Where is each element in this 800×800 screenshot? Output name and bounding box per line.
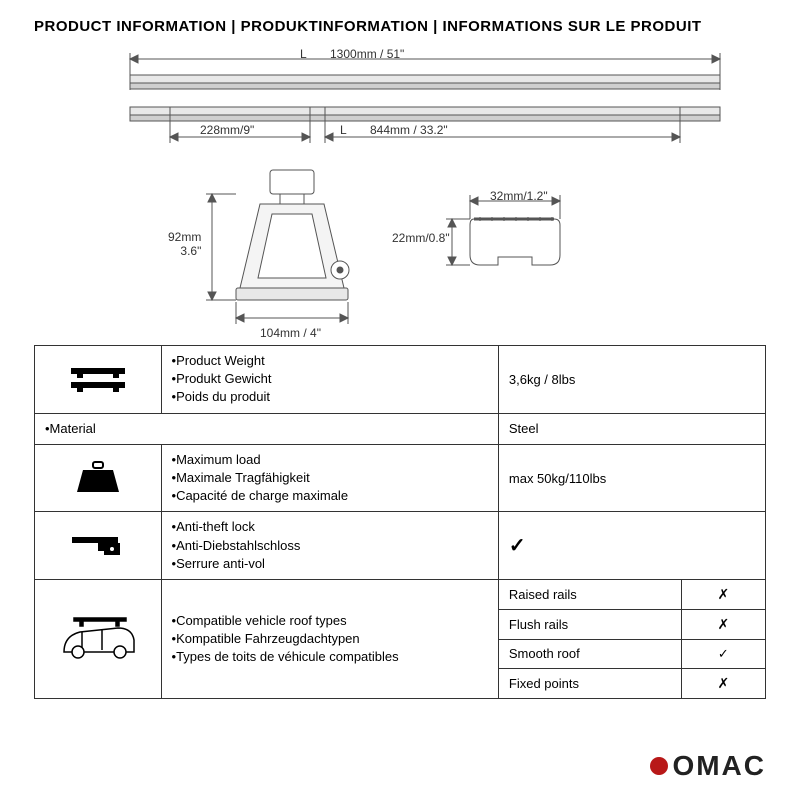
row-labels: •Anti-theft lock •Anti-Diebstahlschloss … [161,512,498,580]
subrow-value: ✗ [681,579,765,609]
dim-foot-height: 92mm 3.6" [168,230,201,258]
dim-foot-width: 104mm / 4" [260,326,321,340]
page-title: PRODUCT INFORMATION | PRODUKTINFORMATION… [0,0,800,45]
row-labels: •Maximum load •Maximale Tragfähigkeit •C… [161,444,498,512]
dim-profile-height: 22mm/0.8" [392,231,450,245]
subrow-label: Raised rails [498,579,681,609]
spec-table: •Product Weight •Produkt Gewicht •Poids … [34,345,766,699]
brand-logo: OMAC [650,750,766,782]
bars-icon [35,346,162,414]
row-labels: •Compatible vehicle roof types •Kompatib… [161,579,498,698]
dim-partial-left: 228mm/9" [200,123,254,137]
dim-total-L: L [300,47,307,61]
dim-partial-value: 844mm / 33.2" [370,123,448,137]
weight-icon [35,444,162,512]
subrow-label: Fixed points [498,668,681,698]
table-row: •Material Steel [35,413,766,444]
row-value: Steel [498,413,765,444]
car-icon [35,579,162,698]
table-row: •Maximum load •Maximale Tragfähigkeit •C… [35,444,766,512]
subrow-value: ✗ [681,609,765,639]
dim-total-value: 1300mm / 51" [330,47,404,61]
row-labels: •Product Weight •Produkt Gewicht •Poids … [161,346,498,414]
row-labels: •Material [35,413,499,444]
technical-drawing: L 1300mm / 51" 228mm/9" L 844mm / 33.2" … [0,45,800,345]
table-row: •Anti-theft lock •Anti-Diebstahlschloss … [35,512,766,580]
subrow-value: ✗ [681,668,765,698]
table-row: •Compatible vehicle roof types •Kompatib… [35,579,766,609]
table-row: •Product Weight •Produkt Gewicht •Poids … [35,346,766,414]
subrow-label: Flush rails [498,609,681,639]
subrow-value: ✓ [681,639,765,668]
dim-partial-L: L [340,123,347,137]
dim-profile-width: 32mm/1.2" [490,189,548,203]
logo-text: OMAC [672,750,766,782]
row-value: 3,6kg / 8lbs [498,346,765,414]
logo-dot-icon [650,757,668,775]
row-value: max 50kg/110lbs [498,444,765,512]
subrow-label: Smooth roof [498,639,681,668]
row-value: ✓ [498,512,765,580]
lock-icon [35,512,162,580]
